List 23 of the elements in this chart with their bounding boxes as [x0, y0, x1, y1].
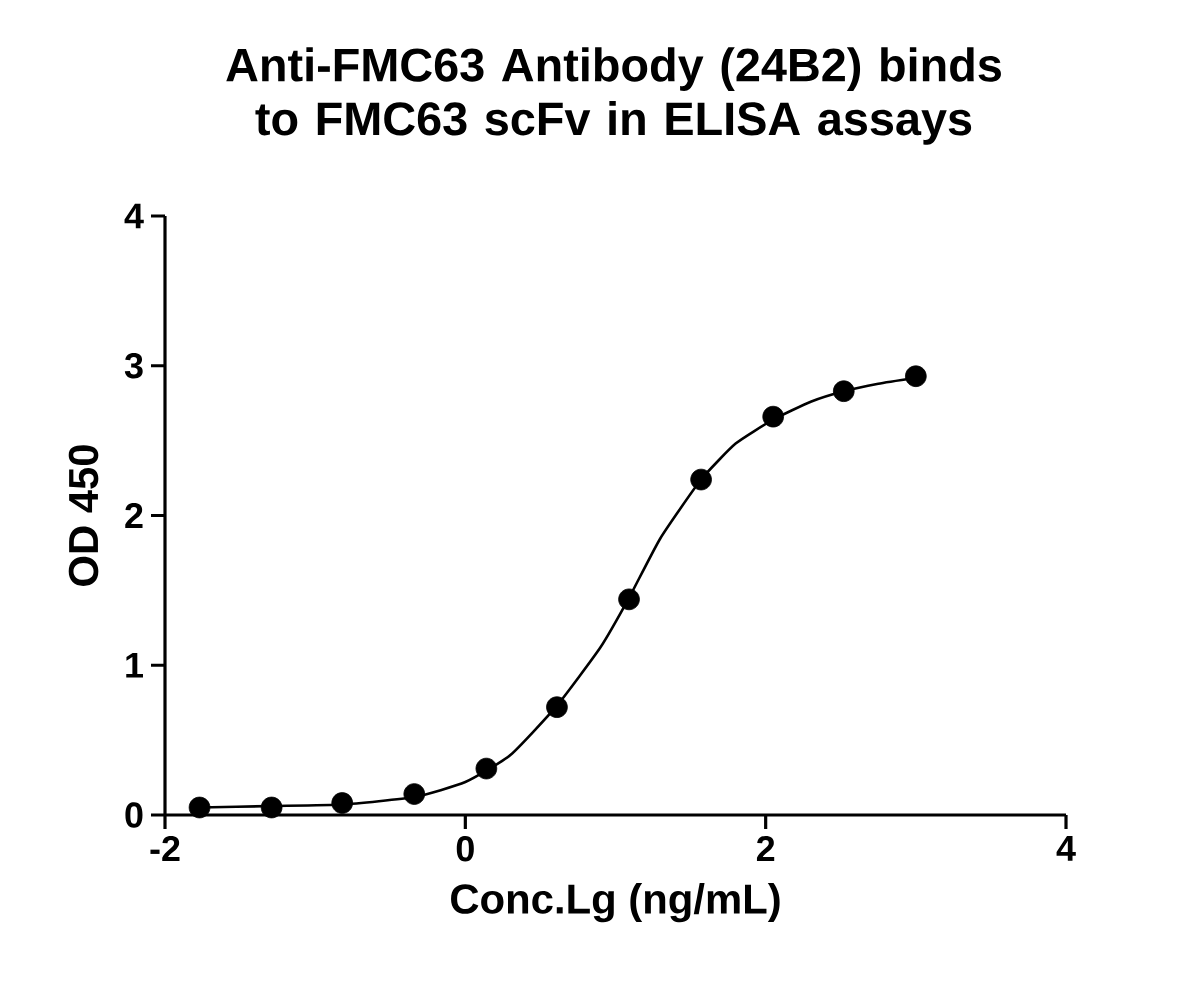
y-axis-title: OD 450 — [68, 445, 99, 586]
y-tick-label: 3 — [124, 353, 143, 379]
point — [260, 796, 283, 819]
x-tick-label: 4 — [1056, 836, 1076, 861]
point — [475, 757, 498, 780]
point — [762, 405, 784, 428]
y-tick-label: 0 — [125, 802, 143, 828]
point — [690, 468, 712, 491]
y-tick-label: 1 — [126, 652, 143, 678]
x-tick-label: -2 — [150, 836, 180, 862]
point — [331, 792, 353, 814]
point — [403, 783, 426, 805]
x-axis-title: Conc.Lg (ng/mL) — [451, 883, 780, 923]
point — [188, 796, 211, 819]
point — [546, 696, 568, 718]
point — [618, 588, 640, 611]
y-tick-label: 2 — [125, 502, 143, 529]
point — [832, 380, 855, 402]
x-tick-label: 2 — [756, 836, 775, 862]
y-tick-label: 4 — [124, 203, 144, 229]
x-tick-label: 0 — [456, 836, 474, 862]
chart-title: Anti-FMC63 Antibody (24B2) binds to FMC63 scFv in ELISA assays — [226, 47, 1001, 145]
point — [905, 365, 927, 388]
